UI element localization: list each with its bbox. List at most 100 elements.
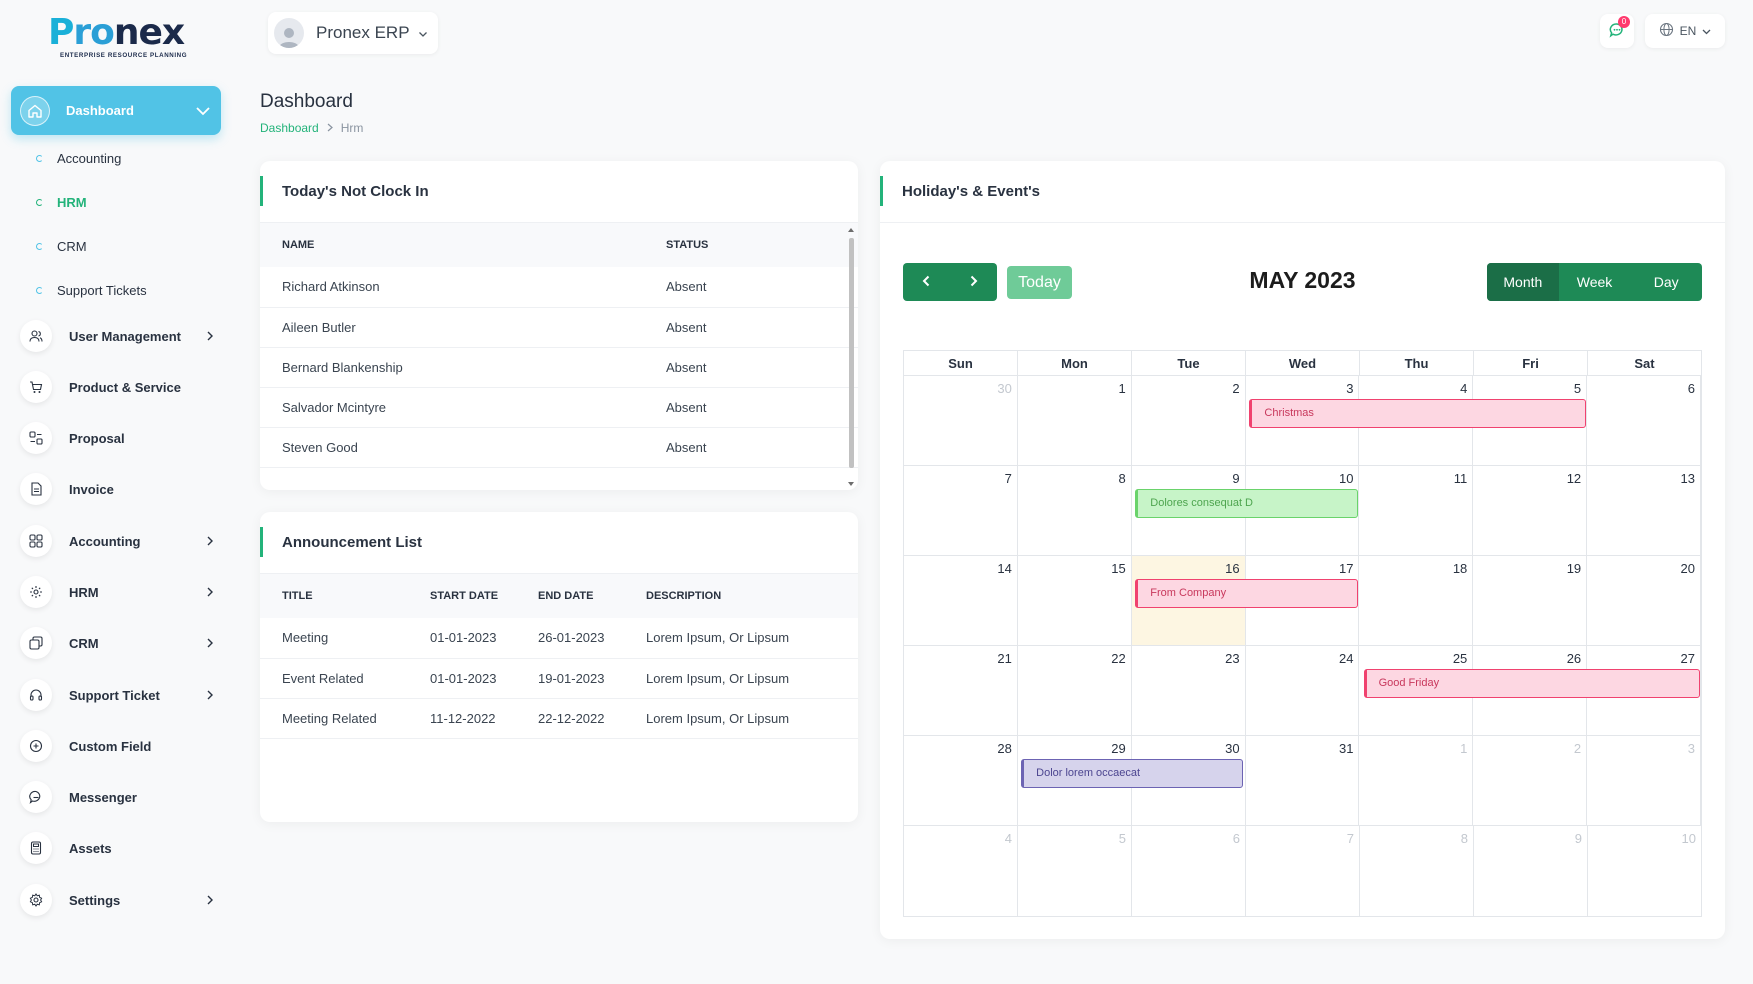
project-name: Pronex ERP: [316, 23, 410, 42]
sidebar-item-proposal[interactable]: Proposal: [20, 420, 220, 456]
calendar-day-cell[interactable]: 27: [1587, 646, 1702, 735]
next-month-button[interactable]: [950, 263, 997, 301]
calendar-event[interactable]: Dolor lorem occaecat: [1021, 759, 1244, 788]
day-number: 17: [1338, 561, 1354, 576]
weekday-label: Sun: [904, 351, 1018, 375]
calendar-day-cell[interactable]: 9: [1474, 826, 1588, 916]
calculator-icon: [20, 832, 52, 864]
table-scrollbar[interactable]: [847, 224, 856, 490]
sidebar-item-invoice[interactable]: Invoice: [20, 471, 220, 507]
calendar-day-cell[interactable]: 5: [1018, 826, 1132, 916]
bullet-icon: [36, 155, 43, 162]
pronex-logo[interactable]: Pronex ENTERPRISE RESOURCE PLANNING: [48, 14, 188, 64]
calendar-day-cell[interactable]: 8: [1018, 466, 1132, 555]
calendar-day-cell[interactable]: 2: [1132, 376, 1246, 465]
view-week-button[interactable]: Week: [1576, 274, 1613, 290]
calendar-day-cell[interactable]: 10: [1588, 826, 1701, 916]
day-number: 4: [1004, 831, 1012, 846]
sidebar-subitem-support-tickets[interactable]: Support Tickets: [36, 283, 147, 298]
calendar-day-cell[interactable]: 30: [904, 376, 1018, 465]
calendar-day-cell[interactable]: 28: [904, 736, 1018, 825]
bullet-icon: [36, 287, 43, 294]
day-number: 24: [1338, 651, 1354, 666]
day-number: 19: [1566, 561, 1582, 576]
calendar-day-cell[interactable]: 12: [1473, 466, 1588, 555]
sidebar-subitem-hrm[interactable]: HRM: [36, 195, 87, 210]
scroll-down-arrow-icon[interactable]: [848, 482, 854, 486]
sidebar-item-hrm[interactable]: HRM: [20, 574, 220, 610]
sidebar-subitem-accounting[interactable]: Accounting: [36, 151, 121, 166]
calendar-day-cell[interactable]: 22: [1018, 646, 1132, 735]
calendar-day-cell[interactable]: 6: [1587, 376, 1702, 465]
sidebar-item-dashboard[interactable]: Dashboard: [11, 86, 221, 135]
calendar-day-cell[interactable]: 14: [904, 556, 1018, 645]
prev-month-button[interactable]: [903, 263, 950, 301]
sidebar-item-assets[interactable]: Assets: [20, 830, 220, 866]
calendar-day-cell[interactable]: 31: [1246, 736, 1360, 825]
sidebar-item-custom-field[interactable]: Custom Field: [20, 728, 220, 764]
not-clock-in-table: NAME STATUS Richard Atkinson Absent Ailee…: [260, 223, 858, 468]
gear-icon: [20, 884, 52, 916]
language-selector[interactable]: EN: [1645, 14, 1725, 48]
sidebar-item-messenger[interactable]: Messenger: [20, 779, 220, 815]
sidebar-item-product-service[interactable]: Product & Service: [20, 369, 220, 405]
view-month-button[interactable]: Month: [1487, 263, 1559, 301]
calendar-day-cell[interactable]: 4: [904, 826, 1018, 916]
calendar-day-cell[interactable]: 17: [1246, 556, 1360, 645]
calendar-event[interactable]: From Company: [1135, 579, 1358, 608]
calendar-day-cell[interactable]: 10: [1246, 466, 1360, 555]
language-label: EN: [1679, 24, 1697, 38]
sidebar-item-label: Dashboard: [66, 103, 134, 118]
calendar-day-cell[interactable]: 3: [1587, 736, 1702, 825]
calendar-event[interactable]: Dolores consequat D: [1135, 489, 1358, 518]
calendar-day-cell[interactable]: 20: [1587, 556, 1702, 645]
calendar-day-cell[interactable]: 2: [1473, 736, 1588, 825]
day-number: 8: [1118, 471, 1126, 486]
calendar-day-cell[interactable]: 19: [1473, 556, 1588, 645]
scroll-up-arrow-icon[interactable]: [848, 228, 854, 232]
calendar-day-cell[interactable]: 6: [1132, 826, 1246, 916]
calendar-day-cell[interactable]: 21: [904, 646, 1018, 735]
calendar-day-cell[interactable]: 13: [1587, 466, 1702, 555]
calendar-day-cell[interactable]: 5: [1473, 376, 1588, 465]
calendar-day-cell[interactable]: 30: [1132, 736, 1246, 825]
announcement-end-date: 22-12-2022: [516, 698, 624, 739]
day-number: 15: [1111, 561, 1126, 576]
card-header: Announcement List: [260, 512, 858, 574]
calendar-day-cell[interactable]: 18: [1359, 556, 1474, 645]
calendar-week-row: 7 8 9 10 11 12 13 Dolores consequat D: [904, 466, 1702, 556]
breadcrumb-link-dashboard[interactable]: Dashboard: [260, 121, 319, 135]
sidebar-item-accounting[interactable]: Accounting: [20, 523, 220, 559]
sidebar-item-support-ticket[interactable]: Support Ticket: [20, 677, 220, 713]
logo-mark: Pronex: [48, 12, 185, 53]
sidebar-item-settings[interactable]: Settings: [20, 882, 220, 918]
sidebar-item-crm[interactable]: CRM: [20, 625, 220, 661]
view-day-button[interactable]: Day: [1653, 274, 1679, 290]
calendar-day-cell[interactable]: 15: [1018, 556, 1132, 645]
project-switcher[interactable]: Pronex ERP: [268, 12, 438, 54]
calendar-day-cell[interactable]: 11: [1359, 466, 1474, 555]
scrollbar-thumb[interactable]: [849, 238, 854, 468]
cart-icon: [20, 371, 52, 403]
chevron-right-icon: [327, 121, 333, 135]
home-icon: [20, 95, 50, 126]
weekday-label: Sat: [1634, 356, 1655, 371]
calendar-day-cell[interactable]: 1: [1359, 736, 1474, 825]
calendar-day-cell[interactable]: 24: [1246, 646, 1360, 735]
calendar-day-cell[interactable]: 1: [1018, 376, 1132, 465]
employee-name: Salvador Mcintyre: [260, 387, 644, 428]
table-row: Meeting 01-01-2023 26-01-2023 Lorem Ipsu…: [260, 618, 858, 659]
calendar-day-cell[interactable]: 23: [1132, 646, 1246, 735]
calendar-event[interactable]: Good Friday: [1363, 669, 1700, 698]
sidebar-item-user-management[interactable]: User Management: [20, 318, 220, 354]
column-header-status: STATUS: [644, 223, 858, 267]
calendar-day-cell[interactable]: 7: [904, 466, 1018, 555]
calendar-day-cell[interactable]: 7: [1246, 826, 1360, 916]
calendar-event[interactable]: Christmas: [1249, 399, 1586, 428]
card-header: Today's Not Clock In: [260, 161, 858, 223]
calendar-week-row: 14 15 16 17 18 19 20 From Company: [904, 556, 1702, 646]
calendar-day-cell[interactable]: 8: [1360, 826, 1474, 916]
sidebar-subitem-crm[interactable]: CRM: [36, 239, 87, 254]
today-button[interactable]: Today: [1007, 266, 1072, 299]
day-number: 5: [1118, 831, 1126, 846]
